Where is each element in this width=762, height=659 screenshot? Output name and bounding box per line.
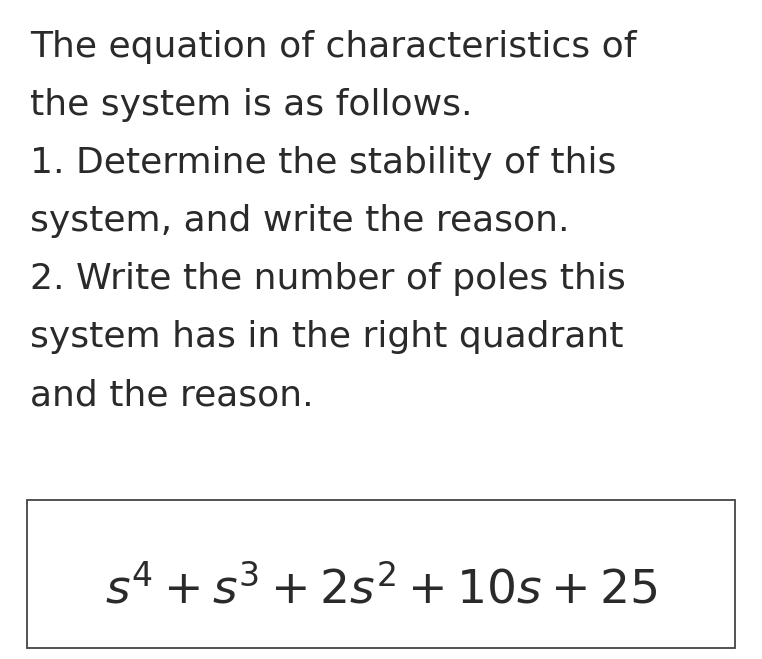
Text: 1. Determine the stability of this: 1. Determine the stability of this: [30, 146, 616, 180]
Text: system, and write the reason.: system, and write the reason.: [30, 204, 569, 238]
Text: the system is as follows.: the system is as follows.: [30, 88, 472, 122]
Text: and the reason.: and the reason.: [30, 378, 314, 412]
Text: The equation of characteristics of: The equation of characteristics of: [30, 30, 636, 64]
Text: 2. Write the number of poles this: 2. Write the number of poles this: [30, 262, 626, 296]
Bar: [27, 500, 735, 648]
Text: $s^4 + s^3 + 2s^2 + 10s + 25$: $s^4 + s^3 + 2s^2 + 10s + 25$: [105, 567, 657, 614]
Text: system has in the right quadrant: system has in the right quadrant: [30, 320, 623, 354]
